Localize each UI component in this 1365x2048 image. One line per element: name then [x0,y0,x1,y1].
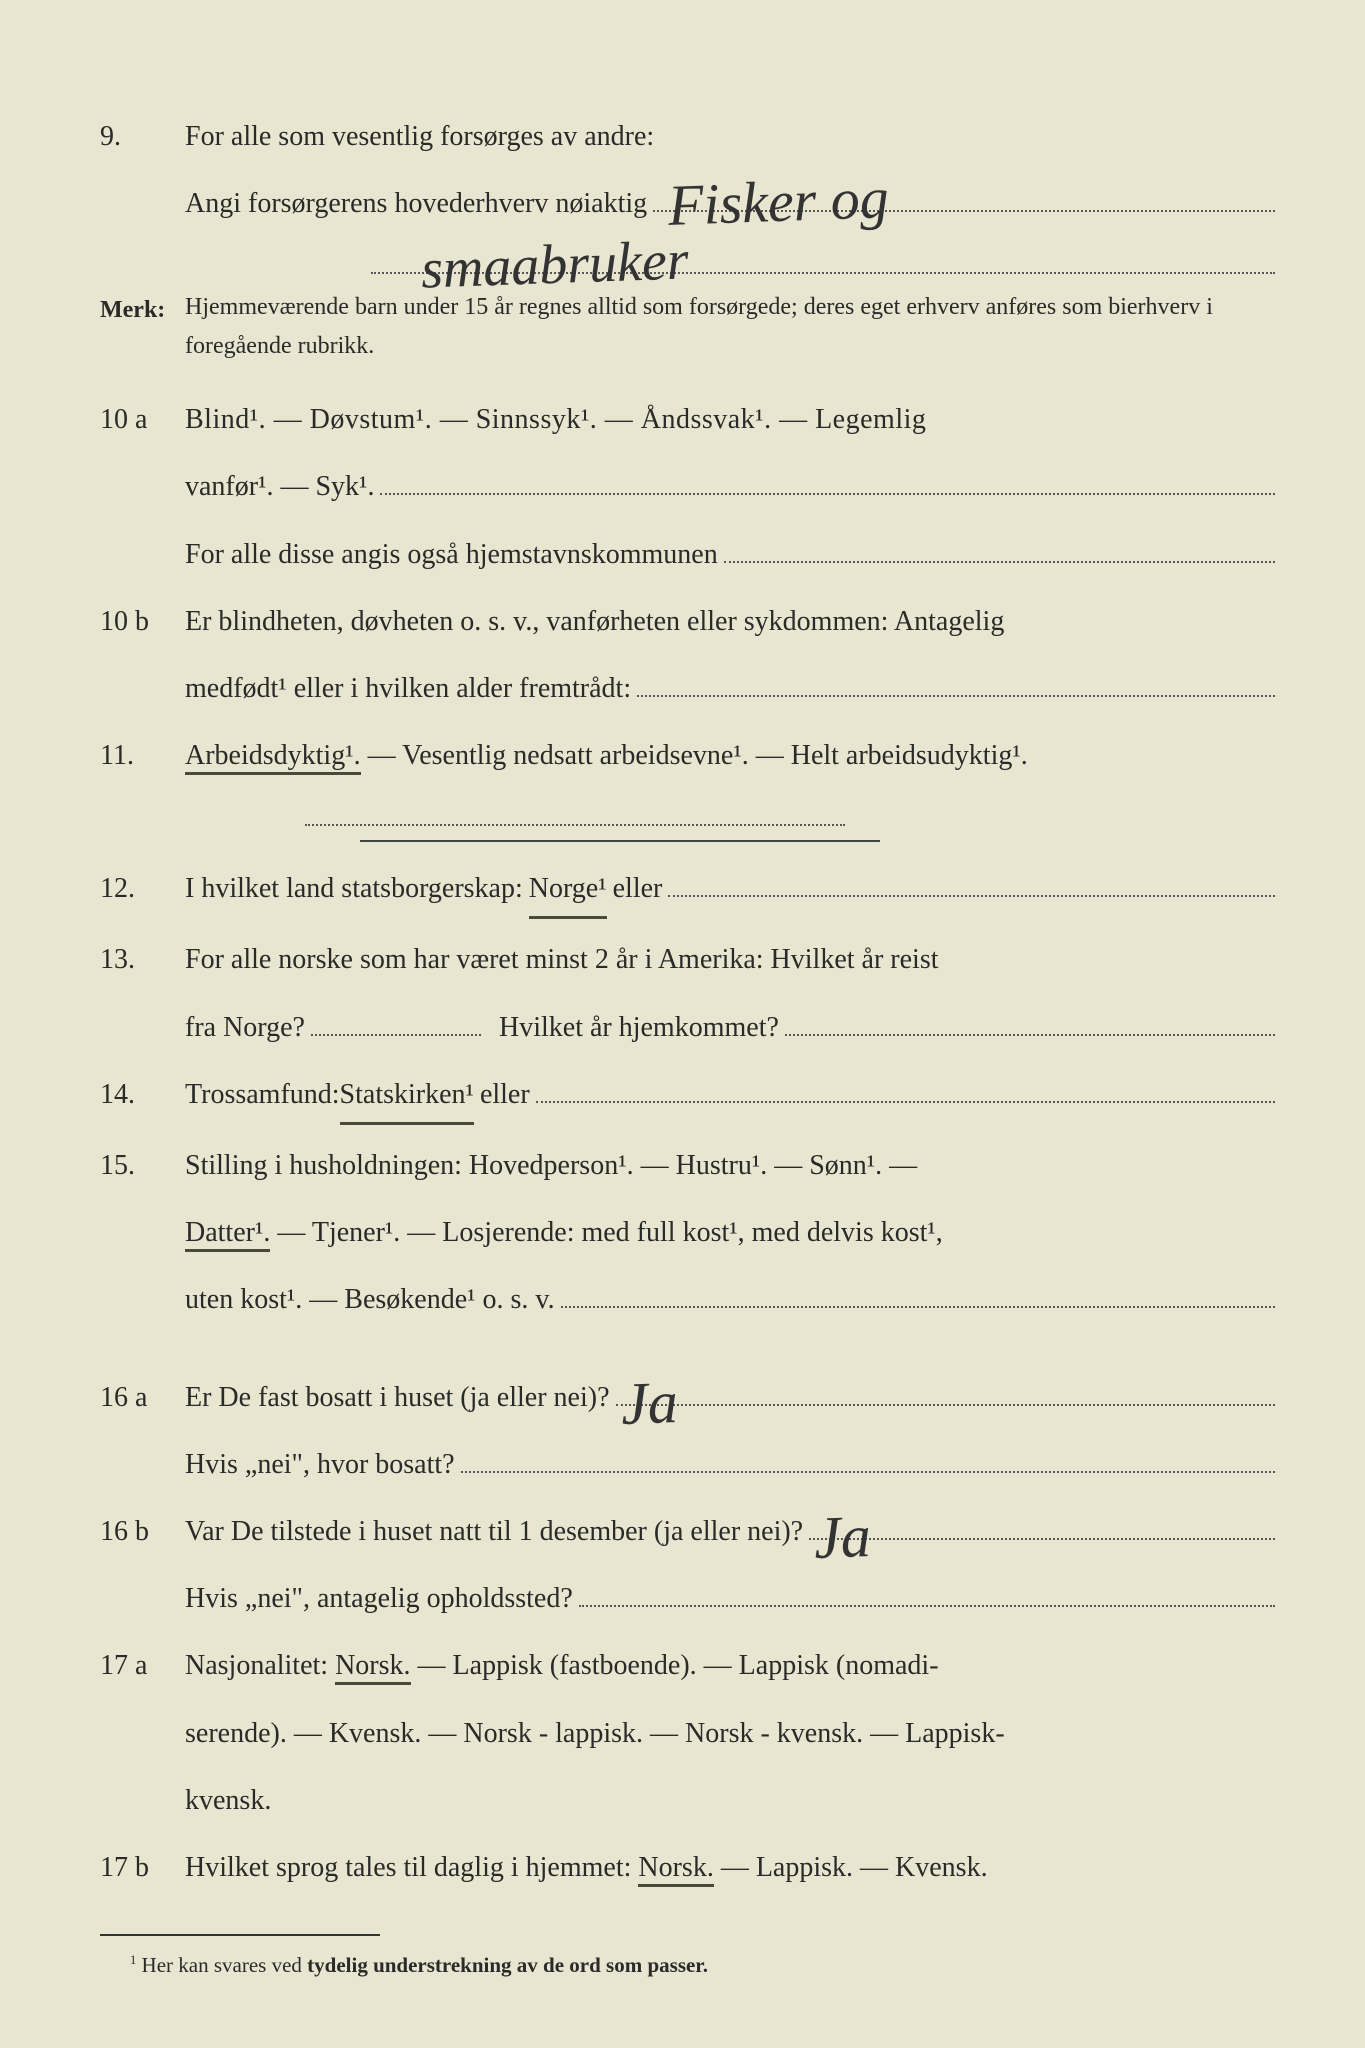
census-form-page: 9. For alle som vesentlig forsørges av a… [0,0,1365,2048]
footnote: 1 Her kan svares ved tydelig understrekn… [130,1946,1275,1986]
question-11: 11. Arbeidsdyktig¹. — Vesentlig nedsatt … [100,729,1275,782]
q17a-number: 17 a [100,1639,185,1692]
q16b-blank2 [579,1577,1275,1607]
q14-number: 14. [100,1068,185,1121]
question-17b: 17 b Hvilket sprog tales til daglig i hj… [100,1841,1275,1894]
q17a-text3: kvensk. [185,1774,1275,1827]
q13-text2b: Hvilket år hjemkommet? [499,1001,779,1054]
q16b-number: 16 b [100,1505,185,1558]
footnote-text-a: Her kan svares ved [142,1953,308,1977]
question-13: 13. For alle norske som har været minst … [100,933,1275,986]
q12-text-a: I hvilket land statsborgerskap: [185,862,523,915]
footnote-marker: 1 [130,1953,136,1967]
q12-blank [668,867,1275,897]
q11-text-rest: — Vesentlig nedsatt arbeidsevne¹. — Helt… [361,740,1028,771]
q17a-option-norsk: Norsk. [335,1650,410,1685]
question-10a: 10 a Blind¹. — Døvstum¹. — Sinnssyk¹. — … [100,393,1275,446]
q17a-text-a: Nasjonalitet: [185,1650,335,1681]
question-16b: 16 b Var De tilstede i huset natt til 1 … [100,1505,1275,1558]
q15-text2: — Tjener¹. — Losjerende: med full kost¹,… [270,1217,942,1248]
q13-blank1 [311,1006,481,1036]
footnote-text-b: tydelig understrekning av de ord som pas… [307,1953,708,1977]
merk-label: Merk: [100,288,185,365]
question-17a: 17 a Nasjonalitet: Norsk. — Lappisk (fas… [100,1639,1275,1692]
q16a-blank1: Ja [616,1376,1276,1406]
q15-blank [561,1278,1275,1308]
q15-text1: Stilling i husholdningen: Hovedperson¹. … [185,1139,1275,1192]
q12-option-norge: Norge¹ [529,862,607,919]
q14-text-b: eller [480,1068,530,1121]
q9-number: 9. [100,110,185,163]
q17b-number: 17 b [100,1841,185,1894]
footnote-rule [100,1934,380,1936]
q10a-number: 10 a [100,393,185,446]
q15-option-datter: Datter¹. [185,1217,270,1252]
q16a-text2: Hvis „nei", hvor bosatt? [185,1438,455,1491]
q16a-number: 16 a [100,1371,185,1424]
q15-text3: uten kost¹. — Besøkende¹ o. s. v. [185,1273,555,1326]
q13-number: 13. [100,933,185,986]
q15-number: 15. [100,1139,185,1192]
question-15: 15. Stilling i husholdningen: Hovedperso… [100,1139,1275,1192]
q17a-text2: serende). — Kvensk. — Norsk - lappisk. —… [185,1707,1275,1760]
q14-blank [536,1073,1275,1103]
q11-option-arbeidsdyktig: Arbeidsdyktig¹. [185,740,361,775]
q9-handwritten-2: smaabruker [419,208,690,324]
q13-text2a: fra Norge? [185,1001,305,1054]
q9-blank1: Fisker og [653,182,1275,212]
q17b-option-norsk: Norsk. [638,1852,713,1887]
q16b-blank1: Ja [809,1510,1275,1540]
q11-blank [305,796,845,826]
q10b-number: 10 b [100,595,185,648]
q9-line3-row: smaabruker [100,244,1275,274]
q10a-text2: vanfør¹. — Syk¹. [185,460,374,513]
q16a-blank2 [461,1443,1275,1473]
q13-blank2 [785,1006,1275,1036]
question-14: 14. Trossamfund: Statskirken¹ eller [100,1068,1275,1125]
q10a-text1: Blind¹. — Døvstum¹. — Sinnssyk¹. — Åndss… [185,393,1275,446]
q9-line2-row: Angi forsørgerens hovederhverv nøiaktig … [100,177,1275,230]
q10b-text2: medfødt¹ eller i hvilken alder fremtrådt… [185,662,631,715]
question-12: 12. I hvilket land statsborgerskap: Norg… [100,862,1275,919]
section-divider [360,840,880,842]
merk-text: Hjemmeværende barn under 15 år regnes al… [185,288,1275,365]
q17b-text-a: Hvilket sprog tales til daglig i hjemmet… [185,1852,638,1883]
q17a-text-b: — Lappisk (fastboende). — Lappisk (nomad… [411,1650,939,1681]
q10a-text3: For alle disse angis også hjemstavnskomm… [185,528,718,581]
q14-option-statskirken: Statskirken¹ [340,1068,474,1125]
q16a-text1: Er De fast bosatt i huset (ja eller nei)… [185,1371,610,1424]
q16b-text2: Hvis „nei", antagelig opholdssted? [185,1572,573,1625]
question-16a: 16 a Er De fast bosatt i huset (ja eller… [100,1371,1275,1424]
q10b-blank [637,667,1275,697]
q14-text-a: Trossamfund: [185,1068,340,1121]
q17b-text-b: — Lappisk. — Kvensk. [714,1852,988,1883]
q10b-text1: Er blindheten, døvheten o. s. v., vanfør… [185,595,1275,648]
q12-number: 12. [100,862,185,915]
question-10b: 10 b Er blindheten, døvheten o. s. v., v… [100,595,1275,648]
q10a-blank1 [380,465,1275,495]
q12-text-b: eller [613,862,663,915]
q13-text1: For alle norske som har været minst 2 år… [185,933,1275,986]
q16b-text1: Var De tilstede i huset natt til 1 desem… [185,1505,803,1558]
q11-number: 11. [100,729,185,782]
q10a-blank2 [724,533,1275,563]
q9-blank2: smaabruker [371,244,1275,274]
